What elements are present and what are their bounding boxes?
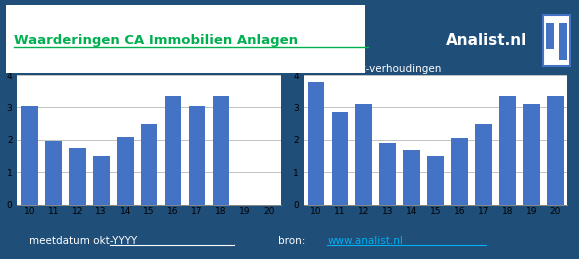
Text: dividendrendementen: dividendrendementen [32,64,148,74]
Bar [189,106,206,205]
Bar [93,156,109,205]
Bar [332,112,349,205]
Bar [451,138,468,205]
Text: www.analist.nl: www.analist.nl [327,236,403,246]
Bar [499,96,516,205]
Bar [69,148,86,205]
Bar [117,137,134,205]
Bar [546,23,554,49]
Bar [559,23,567,60]
Text: Waarderingen CA Immobilien Anlagen: Waarderingen CA Immobilien Anlagen [14,34,299,47]
Bar [307,82,324,205]
Text: Analist.nl: Analist.nl [446,33,527,48]
Bar [21,106,38,205]
Bar [141,124,157,205]
Bar [45,141,62,205]
Text: koers/winst-verhoudingen: koers/winst-verhoudingen [306,64,441,74]
Bar [427,156,444,205]
Bar [547,96,564,205]
Text: bron:: bron: [278,236,305,246]
Bar [379,143,396,205]
Bar [523,104,540,205]
Text: meetdatum okt-YYYY: meetdatum okt-YYYY [29,236,137,246]
Bar [475,124,492,205]
Bar [356,104,372,205]
Bar [212,96,229,205]
Bar [164,96,181,205]
Bar [404,149,420,205]
